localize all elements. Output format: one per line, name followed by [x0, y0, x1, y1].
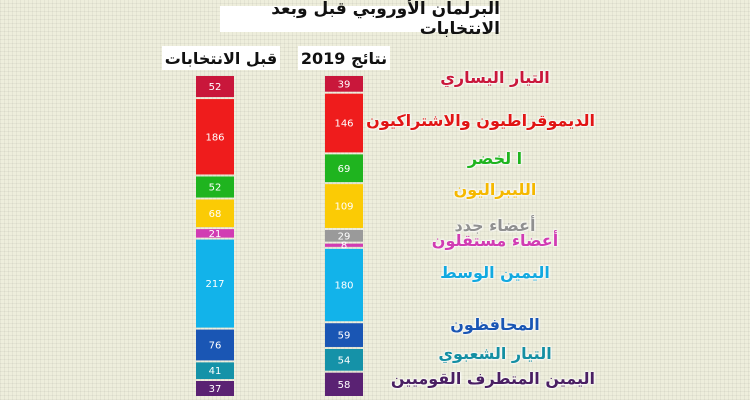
value-label-after-3: 109 [334, 202, 353, 213]
value-label-before-2: 52 [209, 183, 222, 194]
value-label-before-3: 68 [209, 209, 222, 220]
value-label-after-7: 59 [338, 331, 351, 342]
value-label-after-8: 54 [338, 355, 351, 366]
bar-segment-after-7 [325, 323, 363, 347]
group-label-9: اليمين المتطرف القوميين [390, 369, 595, 388]
group-label-5: أعضاء مستقلون [431, 231, 559, 250]
value-label-before-0: 52 [209, 82, 222, 93]
bar-segment-before-9 [196, 381, 234, 396]
bar-segment-after-0 [325, 76, 363, 92]
bar-segment-after-3 [325, 184, 363, 228]
value-label-before-6: 217 [205, 279, 224, 290]
bar-segment-before-2 [196, 176, 234, 198]
value-label-after-6: 180 [334, 281, 353, 292]
value-label-after-1: 146 [334, 119, 353, 130]
value-label-after-2: 69 [338, 164, 351, 175]
value-label-after-5: 8 [341, 241, 347, 252]
value-label-after-9: 58 [338, 380, 351, 391]
group-label-7: المحافظون [450, 315, 540, 334]
bar-segment-before-0 [196, 76, 234, 98]
value-label-before-9: 37 [209, 384, 222, 395]
bar-segment-before-3 [196, 199, 234, 228]
bar-segment-before-6 [196, 239, 234, 328]
value-label-before-7: 76 [209, 340, 222, 351]
value-label-before-5: 21 [209, 229, 222, 240]
bar-segment-after-9 [325, 372, 363, 396]
bar-segment-before-1 [196, 99, 234, 175]
bar-segment-after-8 [325, 348, 363, 371]
group-label-6: اليمين الوسط [440, 263, 550, 282]
group-label-1: الديموقراطيون والاشتراكيون [366, 111, 595, 130]
column-header-after: نتائج 2019 [298, 46, 390, 70]
legend-labels: التيار اليساري الديموقراطيون والاشتراكيون… [366, 0, 595, 400]
value-label-before-8: 41 [209, 366, 222, 377]
bar-segment-before-5 [196, 229, 234, 238]
group-label-2: ا لخضر [467, 149, 523, 168]
bar-segment-after-1 [325, 93, 363, 153]
group-label-0: التيار اليساري [440, 68, 550, 87]
chart-title: البرلمان الأوروبي قبل وبعد الانتخابات [220, 0, 500, 39]
group-label-3: الليبراليون [453, 180, 537, 199]
group-label-4: أعضاء جدد [454, 216, 536, 235]
value-label-after-4: 29 [338, 231, 351, 242]
value-label-after-0: 39 [338, 79, 351, 90]
bar-segment-after-5 [325, 243, 363, 247]
value-label-before-1: 186 [205, 132, 224, 143]
bar-segment-before-8 [196, 362, 234, 379]
bar-segment-before-7 [196, 329, 234, 361]
bar-segment-after-4 [325, 229, 363, 242]
bar-segment-after-6 [325, 248, 363, 322]
group-label-8: التيار الشعبوي [438, 344, 552, 363]
bar-segment-after-2 [325, 154, 363, 183]
column-header-before: قبل الانتخابات [162, 46, 280, 70]
